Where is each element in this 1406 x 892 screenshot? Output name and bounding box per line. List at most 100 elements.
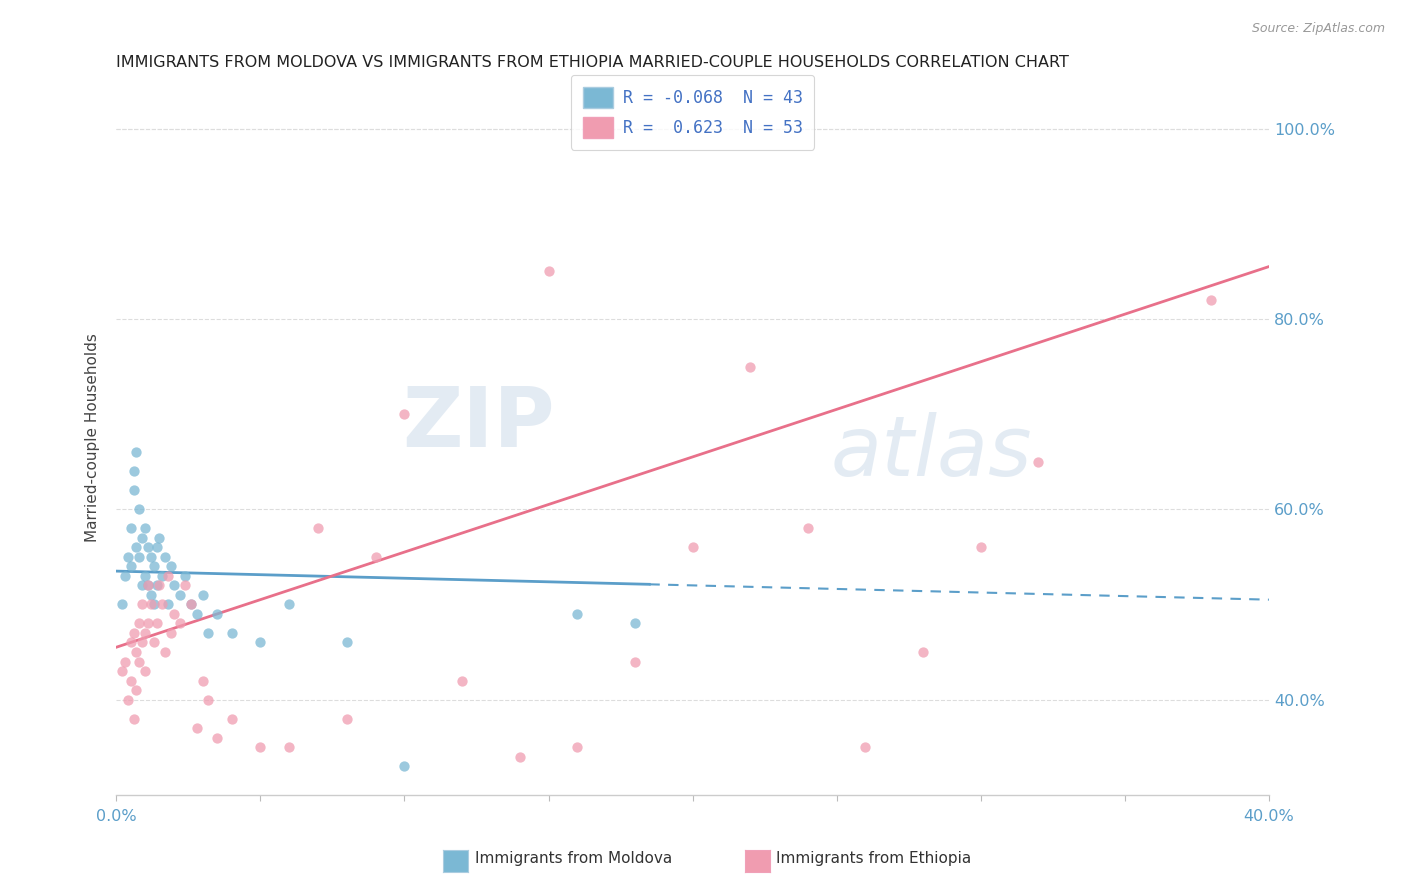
Point: [145, 541, 167, 555]
Point: [155, 549, 177, 564]
Point: [191, 673, 214, 688]
Point: [624, 616, 647, 631]
Point: [160, 626, 183, 640]
Point: [157, 598, 180, 612]
Point: [150, 598, 173, 612]
Point: [797, 521, 820, 535]
Point: [134, 664, 156, 678]
Point: [307, 521, 329, 535]
Point: [912, 645, 935, 659]
Text: atlas: atlas: [831, 412, 1032, 492]
Point: [134, 521, 156, 535]
Point: [155, 645, 177, 659]
Point: [136, 578, 159, 592]
Point: [145, 616, 167, 631]
Point: [122, 483, 145, 498]
Point: [128, 502, 150, 516]
Point: [855, 740, 877, 755]
Point: [136, 541, 159, 555]
Y-axis label: Married-couple Households: Married-couple Households: [86, 334, 100, 542]
Point: [128, 655, 150, 669]
Point: [150, 569, 173, 583]
Point: [186, 607, 208, 621]
Point: [163, 578, 186, 592]
Point: [180, 598, 202, 612]
Point: [136, 616, 159, 631]
Point: [125, 445, 148, 459]
Text: 0.0%: 0.0%: [96, 809, 136, 824]
Point: [125, 683, 148, 698]
Point: [157, 569, 180, 583]
Point: [122, 464, 145, 478]
Point: [336, 712, 359, 726]
Point: [509, 749, 531, 764]
Point: [451, 673, 474, 688]
Point: [139, 598, 162, 612]
Point: [131, 635, 153, 649]
Point: [249, 635, 271, 649]
Point: [117, 549, 139, 564]
Point: [197, 626, 219, 640]
Point: [186, 721, 208, 735]
Point: [174, 578, 197, 592]
Point: [278, 740, 301, 755]
Point: [180, 598, 202, 612]
Point: [364, 549, 387, 564]
Point: [336, 635, 359, 649]
Point: [197, 692, 219, 706]
Point: [125, 645, 148, 659]
Point: [249, 740, 271, 755]
Point: [122, 712, 145, 726]
Point: [567, 607, 589, 621]
Point: [139, 588, 162, 602]
Text: Source: ZipAtlas.com: Source: ZipAtlas.com: [1251, 22, 1385, 36]
Point: [278, 598, 301, 612]
Point: [145, 578, 167, 592]
Text: IMMIGRANTS FROM MOLDOVA VS IMMIGRANTS FROM ETHIOPIA MARRIED-COUPLE HOUSEHOLDS CO: IMMIGRANTS FROM MOLDOVA VS IMMIGRANTS FR…: [117, 55, 1069, 70]
Point: [111, 664, 134, 678]
Point: [567, 740, 589, 755]
Point: [205, 607, 228, 621]
Point: [174, 569, 197, 583]
Point: [624, 655, 647, 669]
Point: [205, 731, 228, 745]
Point: [1028, 455, 1050, 469]
Point: [221, 712, 243, 726]
Point: [131, 578, 153, 592]
Point: [537, 264, 560, 278]
Point: [134, 626, 156, 640]
Point: [111, 598, 134, 612]
Point: [128, 616, 150, 631]
Point: [134, 569, 156, 583]
Text: Immigrants from Moldova: Immigrants from Moldova: [475, 851, 672, 865]
Point: [131, 531, 153, 545]
Point: [120, 673, 142, 688]
Point: [142, 559, 165, 574]
Point: [122, 626, 145, 640]
Point: [163, 607, 186, 621]
Point: [394, 407, 416, 421]
Point: [114, 655, 136, 669]
Point: [148, 531, 170, 545]
Point: [169, 616, 191, 631]
Point: [970, 541, 993, 555]
Text: ZIP: ZIP: [402, 383, 554, 464]
Text: 40.0%: 40.0%: [1243, 809, 1295, 824]
Point: [120, 559, 142, 574]
Point: [169, 588, 191, 602]
Point: [740, 359, 762, 374]
Legend: R = -0.068  N = 43, R =  0.623  N = 53: R = -0.068 N = 43, R = 0.623 N = 53: [571, 75, 814, 150]
Point: [131, 598, 153, 612]
Text: Immigrants from Ethiopia: Immigrants from Ethiopia: [776, 851, 972, 865]
Point: [191, 588, 214, 602]
Point: [682, 541, 704, 555]
Point: [120, 635, 142, 649]
Point: [394, 759, 416, 773]
Point: [142, 635, 165, 649]
Point: [221, 626, 243, 640]
Point: [128, 549, 150, 564]
Point: [142, 598, 165, 612]
Point: [148, 578, 170, 592]
Point: [139, 549, 162, 564]
Point: [136, 578, 159, 592]
